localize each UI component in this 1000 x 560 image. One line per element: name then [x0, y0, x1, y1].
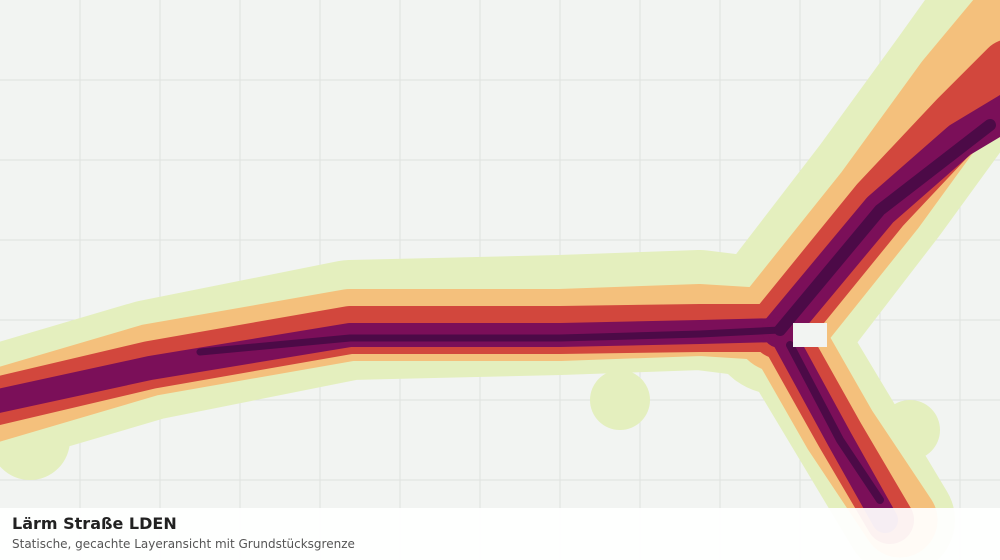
- noise-band-65: [196, 119, 996, 504]
- legend-title: Lärm Straße LDEN: [12, 514, 177, 533]
- legend-panel: Lärm Straße LDEN Statische, gecachte Lay…: [0, 508, 1000, 560]
- map-gap: [793, 323, 827, 347]
- legend-subtitle: Statische, gecachte Layeransicht mit Gru…: [12, 537, 355, 551]
